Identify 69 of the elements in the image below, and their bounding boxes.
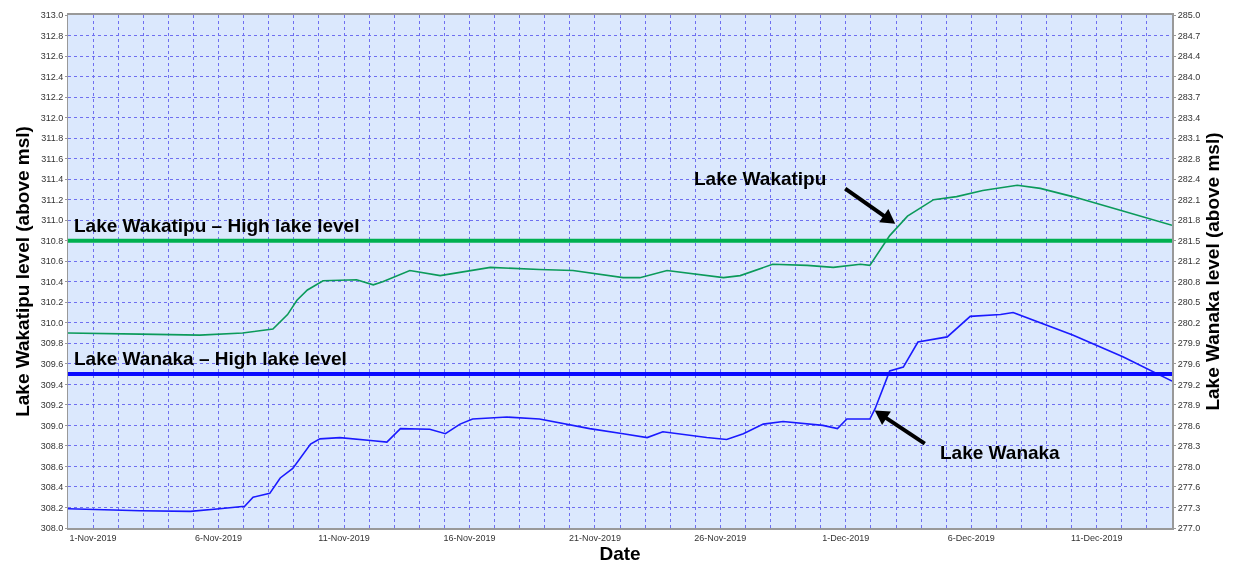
line-series: [68, 311, 1172, 513]
y-tick-label: 313.0: [40, 10, 64, 21]
x-tick-label: 1-Dec-2019: [822, 532, 870, 543]
y2-tick-label: 283.1: [1177, 133, 1201, 144]
y-tick-label: 309.6: [40, 358, 64, 369]
y-tick-label: 311.6: [41, 153, 64, 164]
y2-tick-label: 283.4: [1177, 112, 1201, 123]
y2-tick-label: 280.5: [1177, 297, 1201, 308]
y-tick-label: 311.4: [41, 174, 64, 185]
y-tick-label: 310.4: [40, 276, 64, 287]
y2-tick-label: 283.7: [1177, 92, 1201, 103]
x-tick-label: 11-Dec-2019: [1071, 532, 1123, 543]
y2-tick-label: 285.0: [1177, 10, 1201, 21]
y2-tick-label: 280.8: [1177, 276, 1201, 287]
x-tick-label: 6-Nov-2019: [195, 532, 243, 543]
y2-tick-label: 282.4: [1177, 174, 1201, 185]
x-tick-label: 6-Dec-2019: [947, 532, 995, 543]
y-tick-label: 308.4: [40, 482, 64, 493]
y2-tick-label: 277.3: [1177, 502, 1201, 513]
y-tick-label: 312.2: [40, 92, 64, 103]
annotation: Lake Wakatipu: [694, 168, 827, 189]
y-tick-label: 312.8: [40, 30, 64, 41]
y-tick-label: 310.0: [40, 317, 64, 328]
y2-tick-label: 279.6: [1177, 358, 1201, 369]
x-tick-label: 26-Nov-2019: [694, 532, 747, 543]
y-tick-label: 312.6: [40, 51, 64, 62]
y-tick-label: 308.6: [40, 461, 64, 472]
y2-tick-label: 284.4: [1177, 51, 1201, 62]
y-tick-label: 310.2: [40, 297, 64, 308]
y2-tick-label: 277.0: [1177, 523, 1201, 534]
y2-tick-label: 281.8: [1177, 215, 1201, 226]
y2-tick-label: 281.2: [1177, 256, 1201, 267]
x-tick-label: 11-Nov-2019: [318, 532, 370, 543]
y2-axis-title: Lake Wanaka level (above msl): [1201, 132, 1223, 411]
y2-tick-label: 277.6: [1177, 482, 1201, 493]
y2-tick-label: 284.0: [1177, 71, 1201, 82]
y2-tick-label: 282.1: [1177, 194, 1201, 205]
y-axis-title: Lake Wakatipu level (above msl): [11, 126, 33, 417]
y-tick-label: 309.0: [40, 420, 64, 431]
y2-tick-label: 282.8: [1177, 153, 1201, 164]
y-tick-label: 311.2: [41, 194, 64, 205]
y2-tick-label: 279.9: [1177, 338, 1201, 349]
y2-tick-label: 280.2: [1177, 317, 1201, 328]
y-tick-label: 308.0: [40, 523, 64, 534]
ref-line-label: Lake Wanaka – High lake level: [74, 348, 347, 369]
y-tick-label: 309.8: [40, 338, 64, 349]
x-axis-title: Date: [599, 542, 641, 564]
y2-tick-label: 284.7: [1177, 30, 1201, 41]
y-tick-label: 308.2: [40, 502, 64, 513]
x-tick-label: 21-Nov-2019: [568, 532, 621, 543]
y2-tick-label: 278.9: [1177, 400, 1201, 411]
y-tick-label: 309.2: [40, 400, 64, 411]
y-tick-label: 311.8: [41, 133, 64, 144]
x-tick-label: 16-Nov-2019: [443, 532, 496, 543]
y2-tick-label: 278.0: [1177, 461, 1201, 472]
ref-line-label: Lake Wakatipu – High lake level: [74, 215, 360, 236]
x-tick-label: 1-Nov-2019: [69, 532, 117, 543]
y-tick-label: 310.6: [40, 256, 64, 267]
y-tick-label: 310.8: [40, 235, 64, 246]
y2-tick-label: 281.5: [1177, 235, 1201, 246]
y2-tick-label: 279.2: [1177, 379, 1201, 390]
y2-tick-label: 278.6: [1177, 420, 1201, 431]
y-tick-label: 311.0: [41, 215, 64, 226]
y-tick-label: 312.4: [40, 71, 64, 82]
annotation: Lake Wanaka: [940, 442, 1061, 463]
y-tick-label: 308.8: [40, 441, 64, 452]
y-tick-label: 309.4: [40, 379, 64, 390]
y-tick-label: 312.0: [40, 112, 64, 123]
y2-tick-label: 278.3: [1177, 441, 1201, 452]
